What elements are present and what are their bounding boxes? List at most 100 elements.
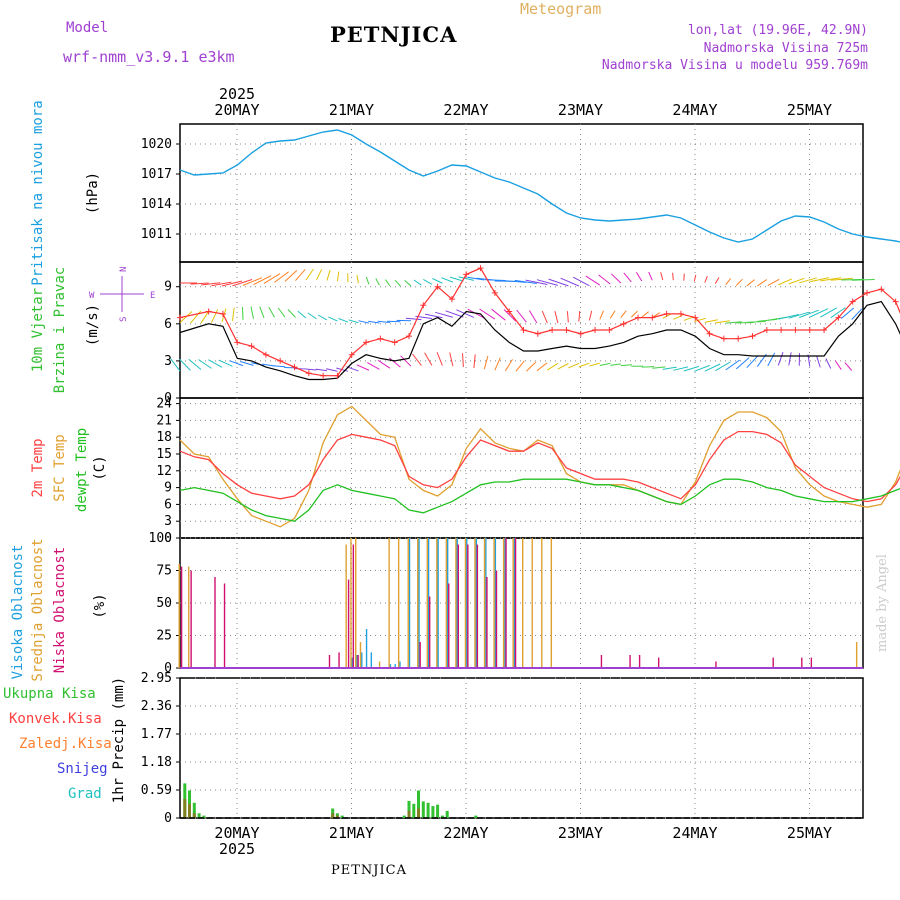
wind-gust-marker xyxy=(835,314,842,321)
wind-direction-arrow xyxy=(259,306,265,319)
wind-direction-arrow xyxy=(536,279,558,286)
watermark: made by Angel xyxy=(875,554,890,652)
wind-direction-arrow xyxy=(693,274,697,282)
wind-direction-arrow xyxy=(799,277,817,284)
wind-direction-arrow xyxy=(788,352,792,366)
wind-direction-arrow xyxy=(735,357,750,370)
wind-direction-arrow xyxy=(287,308,296,318)
wind-direction-arrow xyxy=(449,276,464,282)
wind-direction-arrow xyxy=(211,309,219,323)
temperature-y-tick-label: 12 xyxy=(156,464,172,479)
precip-bar-total xyxy=(417,790,420,818)
wind-direction-arrow xyxy=(715,361,731,372)
wind-direction-arrow xyxy=(179,311,193,323)
precip-y-tick-label: 2.36 xyxy=(141,699,172,714)
wind-direction-arrow xyxy=(231,307,235,321)
wind-gust-marker xyxy=(205,308,212,315)
wind-direction-arrow xyxy=(170,358,181,372)
wind-gust-marker xyxy=(463,271,470,278)
precip-bar-convective xyxy=(407,810,411,818)
wind-direction-arrow xyxy=(325,368,338,372)
wind-direction-arrow xyxy=(715,320,730,324)
wind-gust-marker xyxy=(506,308,513,315)
wind-direction-arrow xyxy=(485,279,506,282)
wind-direction-arrow xyxy=(317,314,328,321)
model-label: Model xyxy=(66,20,109,36)
wind-direction-arrow xyxy=(851,279,875,281)
precip-bar-total xyxy=(402,815,406,818)
wind-direction-arrow xyxy=(585,275,601,286)
wind-gust-marker xyxy=(348,351,355,358)
wind-direction-arrow xyxy=(458,276,474,281)
wind-gust-marker xyxy=(806,327,813,333)
wind-direction-arrow xyxy=(830,307,846,319)
wind-direction-arrow xyxy=(834,360,842,370)
clouds-y-tick-label: 0 xyxy=(164,661,172,676)
wind-direction-arrow xyxy=(467,276,485,281)
wind-direction-arrow xyxy=(816,356,821,368)
wind-direction-arrow xyxy=(315,269,323,281)
clouds-y-tick-label: 75 xyxy=(156,564,172,579)
precip-legend-item: Snijeg xyxy=(57,761,108,777)
wind-direction-arrow xyxy=(694,317,707,322)
wind-gust-marker xyxy=(677,310,684,317)
wind-direction-arrow xyxy=(436,352,443,366)
wind-direction-arrow xyxy=(704,319,718,323)
wind-direction-arrow xyxy=(423,278,433,285)
wind-direction-arrow xyxy=(819,307,838,318)
pressure-line xyxy=(179,129,900,243)
wind-direction-arrow xyxy=(242,277,263,286)
wind-direction-arrow xyxy=(190,310,202,324)
mid-cloud-axis-label: Srednja Oblacnost xyxy=(30,538,46,681)
wind-direction-arrow xyxy=(554,310,559,324)
wind-direction-arrow xyxy=(328,316,338,322)
wind-gust-marker xyxy=(720,335,727,342)
wind-direction-arrow xyxy=(560,277,580,287)
wind-direction-arrow xyxy=(746,355,759,369)
wind-direction-arrow xyxy=(704,363,721,372)
precip-bar-total xyxy=(436,804,440,818)
wind-direction-arrow xyxy=(683,273,685,281)
sfctemp-axis-label: SFC Temp xyxy=(52,434,68,501)
temp2m-axis-label: 2m Temp xyxy=(30,438,46,497)
precip-axis-label: 1hr Precip (mm) xyxy=(111,677,127,803)
wind-direction-arrow xyxy=(387,320,401,323)
wind-direction-arrow xyxy=(456,309,475,318)
precip-y-tick-label: 1.77 xyxy=(141,727,172,742)
wind-direction-arrow xyxy=(268,306,275,318)
precip-legend-item: Zaledj.Kisa xyxy=(19,736,112,752)
wind-gust-marker xyxy=(592,327,599,333)
wind-direction-arrow xyxy=(384,279,391,287)
dewpt-line xyxy=(179,478,900,522)
wind-y-tick-label: 0 xyxy=(164,391,172,406)
wind-direction-arrow xyxy=(820,277,842,282)
wind-gust-marker xyxy=(735,335,742,342)
top-day-label: 23MAY xyxy=(558,101,603,119)
wind-direction-arrow xyxy=(694,364,710,372)
wind-direction-arrow xyxy=(851,308,863,320)
precip-bar-convective xyxy=(331,813,335,818)
wind-gust-marker xyxy=(878,286,885,293)
wind-direction-arrow xyxy=(788,277,805,285)
wind-direction-arrow xyxy=(424,313,443,319)
wind-direction-arrow xyxy=(336,271,340,282)
wind-gust-marker xyxy=(248,343,255,350)
wind-direction-arrow xyxy=(515,360,525,372)
wind-direction-arrow xyxy=(746,321,766,323)
wind-direction-arrow xyxy=(211,281,232,287)
wind-direction-arrow xyxy=(714,277,720,284)
wind-direction-arrow xyxy=(284,270,298,282)
precip-legend-item: Grad xyxy=(68,786,102,802)
wind-direction-arrow xyxy=(356,275,359,284)
wind-direction-arrow xyxy=(315,368,328,372)
wind-direction-arrow xyxy=(432,278,443,284)
wind-direction-arrow xyxy=(277,307,286,318)
wind-direction-arrow xyxy=(683,365,700,372)
cloud-unit-label: (%) xyxy=(92,593,108,618)
wind-gust-marker xyxy=(563,327,570,333)
wind-direction-arrow xyxy=(516,309,527,323)
wind-direction-arrow xyxy=(536,362,548,372)
temperature-y-tick-label: 24 xyxy=(156,397,172,412)
wind-gust-marker xyxy=(262,351,269,358)
pressure-y-tick-label: 1011 xyxy=(141,227,172,242)
